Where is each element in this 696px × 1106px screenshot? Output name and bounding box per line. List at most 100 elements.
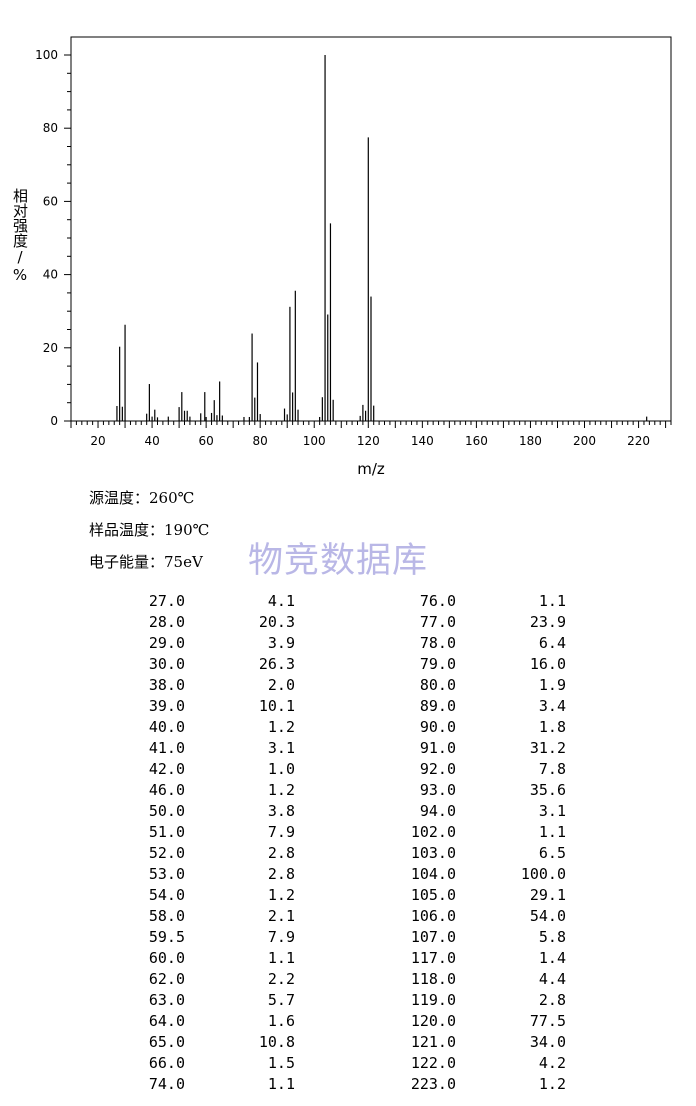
peak-mz: 28.0 xyxy=(148,612,185,631)
table-row: 50.0 3.8 94.0 3.1 xyxy=(120,800,566,821)
peak-mz: 106.0 xyxy=(410,906,456,925)
peak-intensity: 100.0 xyxy=(520,864,566,883)
x-tick-label: 40 xyxy=(144,434,159,448)
spectrum-peaks xyxy=(116,55,648,421)
table-row: 53.0 2.8 104.0 100.0 xyxy=(120,863,566,884)
electron-energy: 电子能量：75eV xyxy=(89,553,203,571)
peak-intensity: 2.2 xyxy=(267,969,295,988)
y-tick-label: 0 xyxy=(50,414,58,428)
peak-intensity: 1.1 xyxy=(267,948,295,967)
peak-mz: 117.0 xyxy=(410,948,456,967)
peak-mz: 78.0 xyxy=(419,633,456,652)
peak-mz: 94.0 xyxy=(419,801,456,820)
peak-mz: 122.0 xyxy=(410,1053,456,1072)
table-row: 64.0 1.6 120.0 77.5 xyxy=(120,1010,566,1031)
table-row: 29.0 3.9 78.0 6.4 xyxy=(120,632,566,653)
peak-mz: 80.0 xyxy=(419,675,456,694)
peak-intensity: 1.6 xyxy=(267,1011,295,1030)
y-axis: 0 20 40 60 80 100 xyxy=(35,48,71,428)
table-row: 38.0 2.0 80.0 1.9 xyxy=(120,674,566,695)
x-tick-label: 20 xyxy=(90,434,105,448)
peak-mz: 121.0 xyxy=(410,1032,456,1051)
peak-mz: 74.0 xyxy=(148,1074,185,1093)
peak-mz: 76.0 xyxy=(419,591,456,610)
peak-intensity: 1.1 xyxy=(538,822,566,841)
peak-intensity: 6.4 xyxy=(538,633,566,652)
peak-mz: 91.0 xyxy=(419,738,456,757)
peak-mz: 104.0 xyxy=(410,864,456,883)
peak-mz: 64.0 xyxy=(148,1011,185,1030)
peak-intensity: 4.1 xyxy=(267,591,295,610)
x-tick-label: 140 xyxy=(411,434,434,448)
peak-intensity: 4.2 xyxy=(538,1053,566,1072)
peak-intensity: 10.8 xyxy=(258,1032,295,1051)
x-tick-label: 80 xyxy=(253,434,268,448)
peak-mz: 103.0 xyxy=(410,843,456,862)
peak-intensity: 3.8 xyxy=(267,801,295,820)
peak-mz: 59.5 xyxy=(148,927,185,946)
y-tick-label: 80 xyxy=(43,121,58,135)
y-tick-label: 60 xyxy=(43,194,58,208)
table-row: 60.0 1.1 117.0 1.4 xyxy=(120,947,566,968)
peak-mz: 50.0 xyxy=(148,801,185,820)
peak-intensity: 1.2 xyxy=(267,780,295,799)
x-tick-label: 100 xyxy=(303,434,326,448)
peak-mz: 79.0 xyxy=(419,654,456,673)
x-tick-label: 220 xyxy=(627,434,650,448)
peak-mz: 29.0 xyxy=(148,633,185,652)
peak-mz: 90.0 xyxy=(419,717,456,736)
peak-intensity: 29.1 xyxy=(529,885,566,904)
peak-intensity: 3.1 xyxy=(267,738,295,757)
peak-intensity: 2.8 xyxy=(267,864,295,883)
table-row: 46.0 1.2 93.0 35.6 xyxy=(120,779,566,800)
x-tick-label: 60 xyxy=(198,434,213,448)
peak-intensity: 1.2 xyxy=(267,717,295,736)
table-row: 51.0 7.9 102.0 1.1 xyxy=(120,821,566,842)
peak-mz: 66.0 xyxy=(148,1053,185,1072)
peak-intensity: 3.1 xyxy=(538,801,566,820)
table-row: 74.0 1.1 223.0 1.2 xyxy=(120,1073,566,1094)
peak-mz: 77.0 xyxy=(419,612,456,631)
peak-mz: 52.0 xyxy=(148,843,185,862)
peak-mz: 41.0 xyxy=(148,738,185,757)
x-tick-label: 200 xyxy=(573,434,596,448)
peak-mz: 39.0 xyxy=(148,696,185,715)
peak-intensity: 3.4 xyxy=(538,696,566,715)
peak-mz: 38.0 xyxy=(148,675,185,694)
peak-mz: 223.0 xyxy=(410,1074,456,1093)
peak-intensity: 7.8 xyxy=(538,759,566,778)
table-row: 66.0 1.5 122.0 4.2 xyxy=(120,1052,566,1073)
peak-intensity: 34.0 xyxy=(529,1032,566,1051)
x-tick-label: 120 xyxy=(357,434,380,448)
peak-intensity: 2.1 xyxy=(267,906,295,925)
peak-intensity: 1.1 xyxy=(267,1074,295,1093)
peak-mz: 40.0 xyxy=(148,717,185,736)
peak-mz: 27.0 xyxy=(148,591,185,610)
table-row: 27.0 4.1 76.0 1.1 xyxy=(120,590,566,611)
peak-intensity: 2.0 xyxy=(267,675,295,694)
peak-intensity: 7.9 xyxy=(267,822,295,841)
peak-intensity: 1.9 xyxy=(538,675,566,694)
peak-intensity: 4.4 xyxy=(538,969,566,988)
peak-intensity: 10.1 xyxy=(258,696,295,715)
table-row: 54.0 1.2 105.0 29.1 xyxy=(120,884,566,905)
peak-intensity: 5.8 xyxy=(538,927,566,946)
y-tick-label: 20 xyxy=(43,341,58,355)
peak-intensity: 35.6 xyxy=(529,780,566,799)
table-row: 30.0 26.3 79.0 16.0 xyxy=(120,653,566,674)
table-row: 63.0 5.7 119.0 2.8 xyxy=(120,989,566,1010)
peak-mz: 42.0 xyxy=(148,759,185,778)
watermark: 物竞数据库 xyxy=(248,541,429,581)
sample-temperature: 样品温度：190℃ xyxy=(89,521,210,539)
peak-mz: 118.0 xyxy=(410,969,456,988)
peak-mz: 53.0 xyxy=(148,864,185,883)
peak-mz: 93.0 xyxy=(419,780,456,799)
x-tick-label: 160 xyxy=(465,434,488,448)
table-row: 58.0 2.1 106.0 54.0 xyxy=(120,905,566,926)
x-tick-label: 180 xyxy=(519,434,542,448)
table-row: 52.0 2.8 103.0 6.5 xyxy=(120,842,566,863)
peak-mz: 54.0 xyxy=(148,885,185,904)
table-row: 28.0 20.3 77.0 23.9 xyxy=(120,611,566,632)
peak-mz: 119.0 xyxy=(410,990,456,1009)
